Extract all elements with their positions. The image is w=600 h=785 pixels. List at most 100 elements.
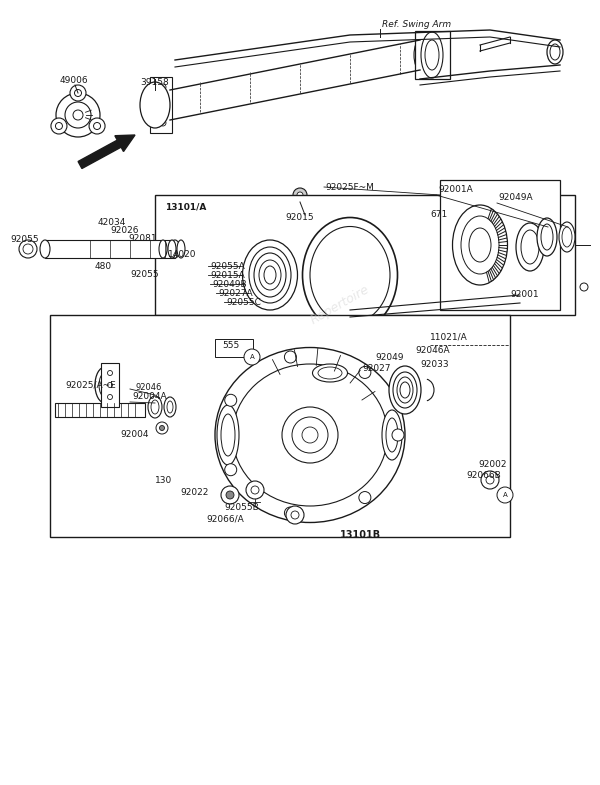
Circle shape: [497, 487, 513, 503]
Ellipse shape: [140, 82, 170, 128]
Text: 92015A: 92015A: [210, 271, 245, 280]
Text: 92004A: 92004A: [132, 392, 167, 401]
Text: 49006: 49006: [60, 76, 89, 85]
Ellipse shape: [562, 227, 572, 247]
Ellipse shape: [414, 40, 426, 70]
Ellipse shape: [217, 405, 239, 465]
Circle shape: [293, 188, 307, 202]
Ellipse shape: [148, 396, 162, 418]
Ellipse shape: [40, 240, 50, 258]
Circle shape: [23, 244, 33, 254]
Circle shape: [580, 283, 588, 291]
Ellipse shape: [382, 410, 402, 460]
Circle shape: [19, 240, 37, 258]
Circle shape: [302, 427, 318, 443]
Text: 92027A: 92027A: [218, 289, 253, 298]
Ellipse shape: [264, 266, 276, 284]
Ellipse shape: [550, 44, 560, 60]
Text: 92049B: 92049B: [212, 280, 247, 289]
Text: 92015: 92015: [286, 213, 314, 222]
Ellipse shape: [149, 91, 161, 119]
Ellipse shape: [425, 40, 439, 70]
Text: 92046A: 92046A: [415, 346, 449, 355]
Text: 14020: 14020: [168, 250, 197, 259]
Text: 92025/A~E: 92025/A~E: [65, 380, 116, 389]
Ellipse shape: [99, 373, 111, 397]
Circle shape: [73, 110, 83, 120]
Ellipse shape: [164, 397, 176, 417]
Text: A: A: [503, 492, 508, 498]
Text: 13101/A: 13101/A: [165, 202, 206, 211]
Circle shape: [282, 407, 338, 463]
Bar: [155, 195, 575, 315]
Text: 92002: 92002: [478, 460, 506, 469]
Ellipse shape: [146, 86, 164, 124]
Text: 92033: 92033: [420, 360, 449, 369]
Ellipse shape: [310, 227, 390, 323]
Ellipse shape: [221, 414, 235, 456]
Text: 480: 480: [95, 262, 112, 271]
Circle shape: [284, 351, 296, 363]
Circle shape: [225, 464, 237, 476]
Ellipse shape: [389, 366, 421, 414]
Circle shape: [74, 89, 82, 97]
Ellipse shape: [547, 40, 563, 64]
Circle shape: [251, 486, 259, 494]
Circle shape: [65, 102, 91, 128]
Text: 92001A: 92001A: [438, 185, 473, 194]
Ellipse shape: [302, 217, 398, 333]
Circle shape: [246, 481, 264, 499]
Circle shape: [291, 511, 299, 519]
Circle shape: [160, 96, 166, 102]
FancyArrow shape: [78, 135, 135, 169]
Ellipse shape: [537, 218, 557, 256]
Circle shape: [359, 367, 371, 378]
Circle shape: [156, 422, 168, 434]
Bar: [440, 180, 560, 310]
Ellipse shape: [318, 367, 342, 379]
Ellipse shape: [393, 372, 417, 408]
Circle shape: [244, 349, 260, 365]
Circle shape: [221, 486, 239, 504]
Text: 92022: 92022: [180, 488, 208, 497]
Circle shape: [160, 120, 166, 126]
Bar: [45, 240, 175, 258]
Text: 92025F~M: 92025F~M: [325, 183, 374, 192]
Circle shape: [359, 491, 371, 503]
Text: 92001: 92001: [510, 290, 539, 299]
Text: 92049A: 92049A: [498, 193, 533, 202]
Ellipse shape: [233, 364, 388, 506]
Text: 92049: 92049: [375, 353, 404, 362]
Text: 11021/A: 11021/A: [430, 333, 468, 342]
Ellipse shape: [151, 400, 159, 414]
Ellipse shape: [461, 216, 499, 274]
Text: 555: 555: [222, 341, 239, 350]
Text: 13101B: 13101B: [340, 530, 381, 540]
Circle shape: [55, 122, 62, 130]
Circle shape: [56, 93, 100, 137]
Ellipse shape: [167, 401, 173, 413]
Circle shape: [392, 429, 404, 441]
Circle shape: [107, 371, 113, 375]
Text: 92026: 92026: [110, 226, 139, 235]
Ellipse shape: [559, 222, 575, 252]
Ellipse shape: [242, 240, 298, 310]
Bar: [150, 77, 172, 133]
Circle shape: [486, 476, 494, 484]
Ellipse shape: [254, 253, 286, 297]
Text: 39158: 39158: [140, 78, 169, 87]
Ellipse shape: [249, 247, 291, 303]
Circle shape: [89, 118, 105, 134]
Bar: [215, 339, 253, 357]
Bar: [55, 403, 145, 417]
Ellipse shape: [215, 348, 405, 523]
Bar: [415, 31, 450, 79]
Circle shape: [107, 395, 113, 400]
Text: 92055B: 92055B: [224, 503, 259, 512]
Text: 92055: 92055: [130, 270, 158, 279]
Text: 671: 671: [430, 210, 447, 219]
Circle shape: [160, 108, 166, 114]
Text: 92066/A: 92066/A: [206, 515, 244, 524]
Ellipse shape: [170, 240, 180, 258]
Text: 92055C: 92055C: [226, 298, 261, 307]
